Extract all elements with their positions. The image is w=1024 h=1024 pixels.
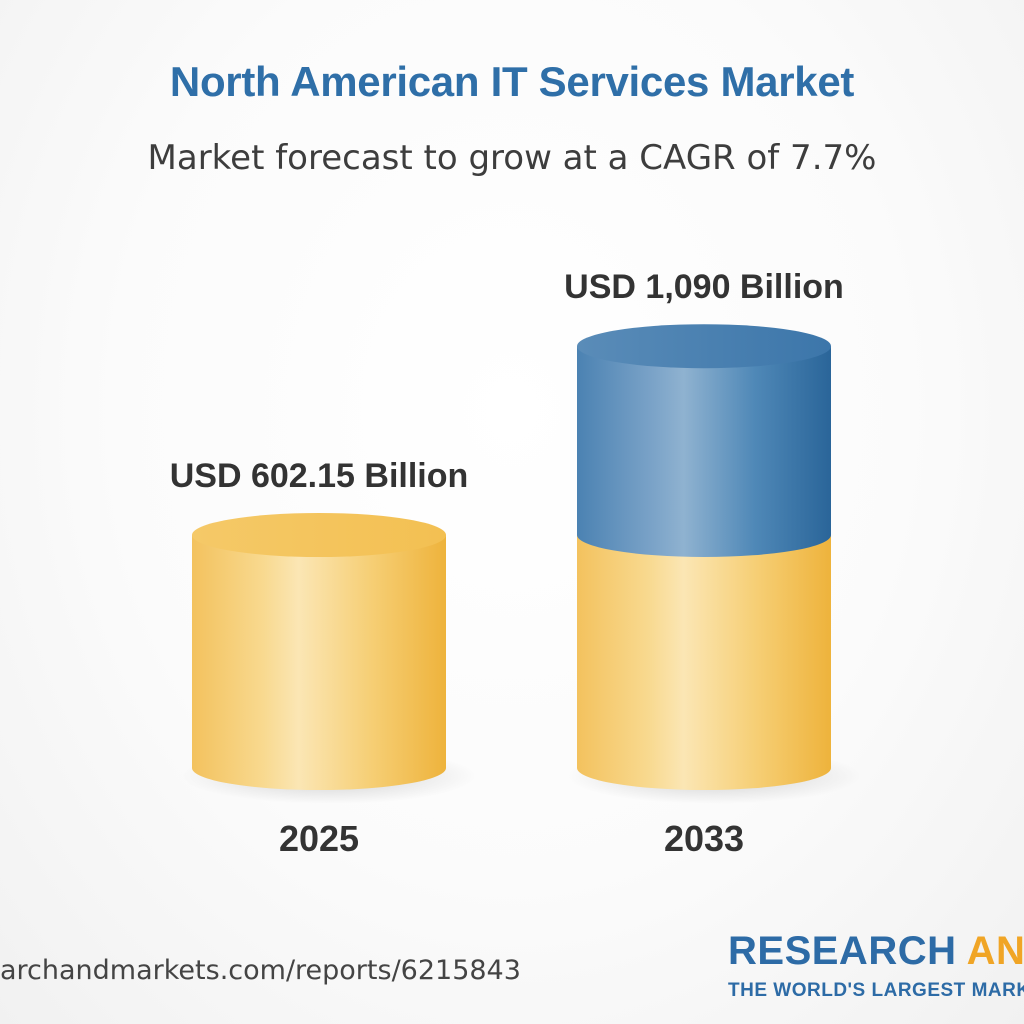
cylinder-base-segment-2033 <box>577 535 831 790</box>
cylinder-top-2033 <box>577 324 831 369</box>
chart-title: North American IT Services Market <box>169 58 855 105</box>
cylinder-top-2025 <box>192 513 446 557</box>
category-label-2033: 2033 <box>664 818 744 859</box>
value-label-2033: USD 1,090 Billion <box>564 268 844 306</box>
logo-tagline: THE WORLD'S LARGEST MARK <box>728 980 1024 1001</box>
cylinder-base-segment-2025 <box>192 535 446 790</box>
logo-word-and: AND <box>966 930 1024 973</box>
category-label-2025: 2025 <box>279 818 359 859</box>
logo-word-research: RESEARCH <box>728 930 957 973</box>
source-url[interactable]: archandmarkets.com/reports/6215843 <box>0 955 521 986</box>
value-label-2025: USD 602.15 Billion <box>170 457 469 495</box>
research-and-markets-logo: RESEARCH AND THE WORLD'S LARGEST MARK <box>728 930 1024 1010</box>
chart-subtitle: Market forecast to grow at a CAGR of 7.7… <box>147 138 877 178</box>
cylinder-growth-segment-2033 <box>577 346 831 557</box>
